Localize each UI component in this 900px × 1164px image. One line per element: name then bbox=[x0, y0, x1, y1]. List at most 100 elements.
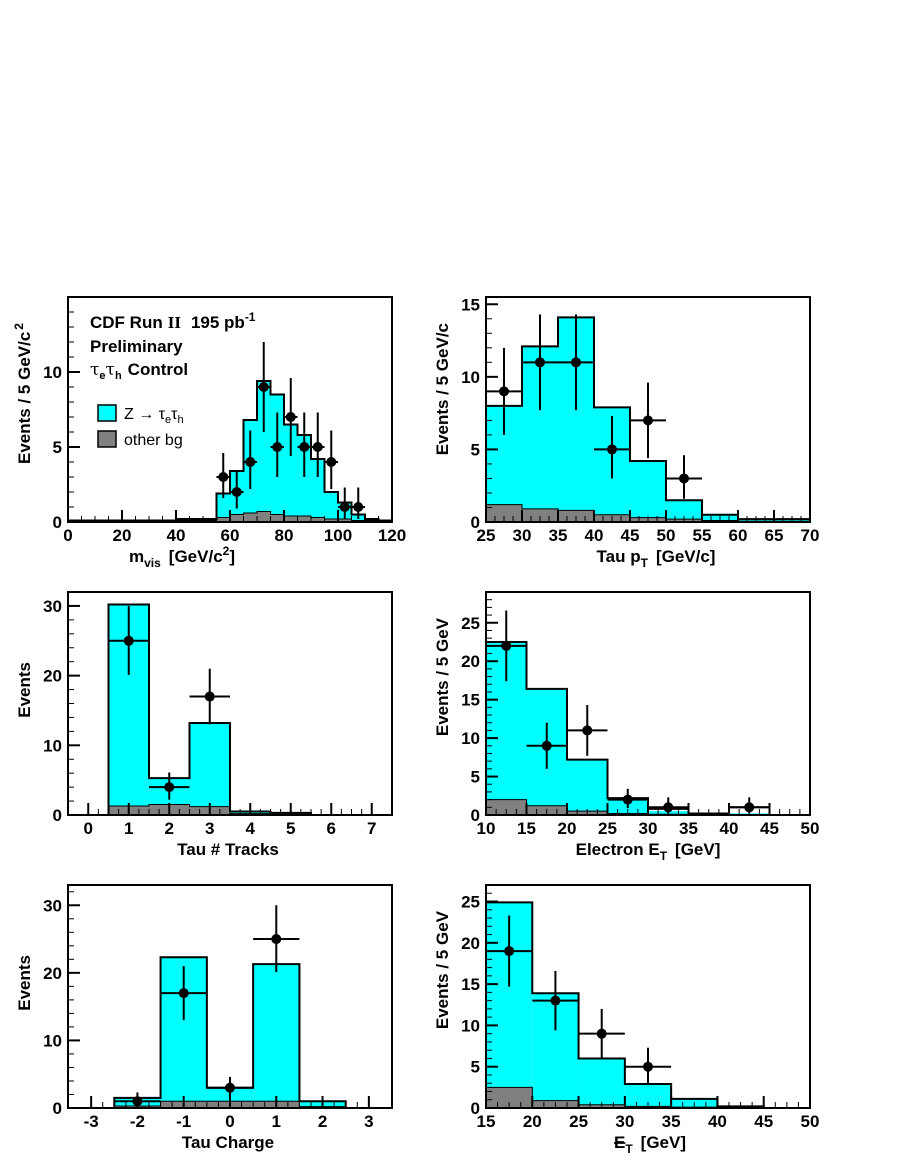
y-tick-label: 20 bbox=[461, 652, 480, 671]
x-tick-label: 65 bbox=[765, 526, 784, 545]
x-tick-label: 70 bbox=[801, 526, 820, 545]
signal-bar bbox=[297, 435, 311, 522]
background-bar bbox=[297, 516, 311, 522]
background-bar bbox=[257, 511, 271, 522]
background-bar bbox=[284, 516, 298, 522]
data-point bbox=[123, 635, 134, 646]
data-point bbox=[622, 794, 633, 805]
annotation-control: Control bbox=[128, 360, 188, 379]
x-tick-label: 80 bbox=[275, 526, 294, 545]
annotation-run-numeral: II bbox=[168, 313, 182, 332]
x-tick-label: 10 bbox=[477, 819, 496, 838]
x-axis-title-end: ] bbox=[229, 547, 235, 566]
y-axis-title-text: Events bbox=[15, 955, 34, 1011]
legend-signal-mid: τ bbox=[171, 406, 178, 423]
signal-bar bbox=[324, 492, 338, 522]
x-tick-label: 7 bbox=[367, 819, 376, 838]
x-tick-label: 35 bbox=[662, 1112, 681, 1131]
x-axis-title-sup: 2 bbox=[223, 544, 230, 558]
y-tick-label: 20 bbox=[43, 964, 62, 983]
background-bar bbox=[311, 517, 325, 522]
y-axis-title-text: Events / 5 GeV/c bbox=[15, 332, 34, 464]
annotation-lumi: 195 pb bbox=[191, 313, 245, 332]
data-point bbox=[225, 1082, 235, 1093]
data-point bbox=[271, 934, 282, 945]
y-tick-label: 15 bbox=[461, 295, 480, 314]
data-point bbox=[353, 502, 364, 512]
annotation-tau2: τ bbox=[106, 360, 115, 380]
y-tick-label: 0 bbox=[53, 806, 62, 825]
x-axis-title-text: Tau # Tracks bbox=[177, 840, 279, 859]
signal-bar bbox=[567, 759, 608, 815]
x-tick-label: 25 bbox=[477, 526, 496, 545]
data-point bbox=[535, 357, 545, 368]
y-tick-label: 0 bbox=[53, 513, 62, 532]
signal-bar bbox=[216, 493, 230, 522]
y-tick-label: 15 bbox=[461, 975, 480, 994]
plot-frame bbox=[67, 884, 393, 1109]
x-tick-label: 40 bbox=[720, 819, 739, 838]
x-tick-label: 1 bbox=[272, 1112, 281, 1131]
chart-taupt: 25 30 35 40 45 50 55 60 65 70 0 5 10 15 Tau pT [GeV/c] E… bbox=[433, 295, 819, 570]
x-tick-label: 50 bbox=[801, 1112, 820, 1131]
signal-bar bbox=[311, 459, 325, 522]
data-point bbox=[541, 740, 552, 751]
x-axis-title-text: Tau Charge bbox=[182, 1133, 274, 1152]
x-tick-label: 0 bbox=[84, 819, 93, 838]
x-tick-label: 50 bbox=[657, 526, 676, 545]
x-tick-label: 20 bbox=[523, 1112, 542, 1131]
y-tick-label: 5 bbox=[471, 1058, 480, 1077]
y-tick-label: 10 bbox=[43, 1031, 62, 1050]
x-tick-label: 25 bbox=[598, 819, 617, 838]
data-point bbox=[258, 382, 269, 392]
annotation-channel: τeτh Control bbox=[90, 360, 188, 382]
y-tick-label: 20 bbox=[43, 667, 62, 686]
data-point bbox=[326, 457, 337, 467]
x-tick-label: 55 bbox=[693, 526, 712, 545]
annotation-lumi-sup: -1 bbox=[245, 310, 256, 324]
x-tick-label: 20 bbox=[113, 526, 132, 545]
y-tick-label: 0 bbox=[53, 1099, 62, 1118]
x-axis-title: Tau Charge bbox=[182, 1133, 274, 1152]
data-point bbox=[218, 472, 229, 482]
annotation-tau2-sub: h bbox=[115, 370, 122, 382]
x-axis-title-unit: [GeV/c] bbox=[656, 547, 716, 566]
x-tick-label: 100 bbox=[324, 526, 352, 545]
x-tick-label: 35 bbox=[549, 526, 568, 545]
x-axis-title-unit: [GeV] bbox=[675, 840, 720, 859]
x-axis-title-unit: [GeV/c bbox=[169, 547, 223, 566]
background-bar bbox=[338, 519, 352, 522]
y-tick-label: 10 bbox=[461, 729, 480, 748]
x-axis-title: Electron ET [GeV] bbox=[576, 840, 721, 863]
x-tick-label: 35 bbox=[679, 819, 698, 838]
x-tick-label: 0 bbox=[63, 526, 72, 545]
data-point bbox=[504, 946, 515, 957]
y-axis-title: Events / 5 GeV bbox=[433, 617, 452, 736]
x-tick-label: 5 bbox=[286, 819, 295, 838]
x-tick-label: 3 bbox=[364, 1112, 373, 1131]
x-tick-label: 4 bbox=[246, 819, 256, 838]
data-point bbox=[571, 357, 581, 368]
x-tick-label: 40 bbox=[585, 526, 604, 545]
x-tick-label: -3 bbox=[84, 1112, 99, 1131]
legend-signal-text: Z → τ bbox=[124, 406, 166, 423]
x-tick-label: 6 bbox=[327, 819, 336, 838]
signal-bar bbox=[578, 1058, 625, 1108]
x-tick-label: 25 bbox=[569, 1112, 588, 1131]
y-axis-title: Events bbox=[15, 955, 34, 1011]
y-axis-title-text: Events / 5 GeV bbox=[433, 617, 452, 736]
signal-bar bbox=[630, 461, 666, 522]
background-bar bbox=[230, 514, 244, 522]
annotation-preliminary: Preliminary bbox=[90, 337, 183, 356]
signal-bar bbox=[189, 723, 230, 815]
y-tick-label: 15 bbox=[461, 691, 480, 710]
data-point bbox=[272, 442, 283, 452]
legend-swatch-signal bbox=[97, 404, 117, 422]
data-point bbox=[663, 802, 674, 813]
x-axis-title: Tau # Tracks bbox=[177, 840, 279, 859]
y-tick-label: 30 bbox=[43, 896, 62, 915]
legend-label-background: other bg bbox=[124, 432, 183, 449]
x-axis-title-sub: T bbox=[660, 849, 668, 863]
